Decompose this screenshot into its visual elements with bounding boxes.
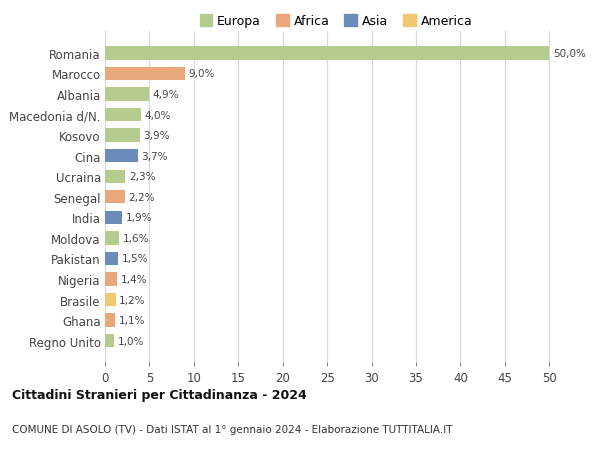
Text: 1,0%: 1,0%: [118, 336, 144, 346]
Bar: [105, 150, 138, 163]
Text: 3,7%: 3,7%: [142, 151, 168, 162]
Text: 2,3%: 2,3%: [129, 172, 155, 182]
Text: 1,5%: 1,5%: [122, 254, 148, 264]
Bar: [105, 190, 125, 204]
Text: 4,9%: 4,9%: [152, 90, 179, 100]
Text: 2,2%: 2,2%: [128, 192, 155, 202]
Bar: [105, 88, 149, 101]
Bar: [105, 314, 115, 327]
Text: Cittadini Stranieri per Cittadinanza - 2024: Cittadini Stranieri per Cittadinanza - 2…: [12, 388, 307, 401]
Bar: [105, 293, 116, 307]
Bar: [105, 47, 549, 61]
Text: 3,9%: 3,9%: [143, 131, 170, 141]
Bar: [105, 334, 114, 347]
Bar: [105, 211, 122, 224]
Text: 1,2%: 1,2%: [119, 295, 146, 305]
Text: 1,1%: 1,1%: [118, 315, 145, 325]
Bar: [105, 252, 118, 266]
Legend: Europa, Africa, Asia, America: Europa, Africa, Asia, America: [200, 15, 472, 28]
Text: 1,4%: 1,4%: [121, 274, 148, 285]
Bar: [105, 232, 119, 245]
Bar: [105, 67, 185, 81]
Bar: [105, 129, 140, 142]
Bar: [105, 170, 125, 184]
Text: 4,0%: 4,0%: [144, 110, 170, 120]
Bar: [105, 273, 118, 286]
Text: 9,0%: 9,0%: [188, 69, 215, 79]
Text: 1,6%: 1,6%: [123, 233, 149, 243]
Text: COMUNE DI ASOLO (TV) - Dati ISTAT al 1° gennaio 2024 - Elaborazione TUTTITALIA.I: COMUNE DI ASOLO (TV) - Dati ISTAT al 1° …: [12, 425, 452, 435]
Text: 1,9%: 1,9%: [125, 213, 152, 223]
Bar: [105, 109, 140, 122]
Text: 50,0%: 50,0%: [553, 49, 586, 59]
